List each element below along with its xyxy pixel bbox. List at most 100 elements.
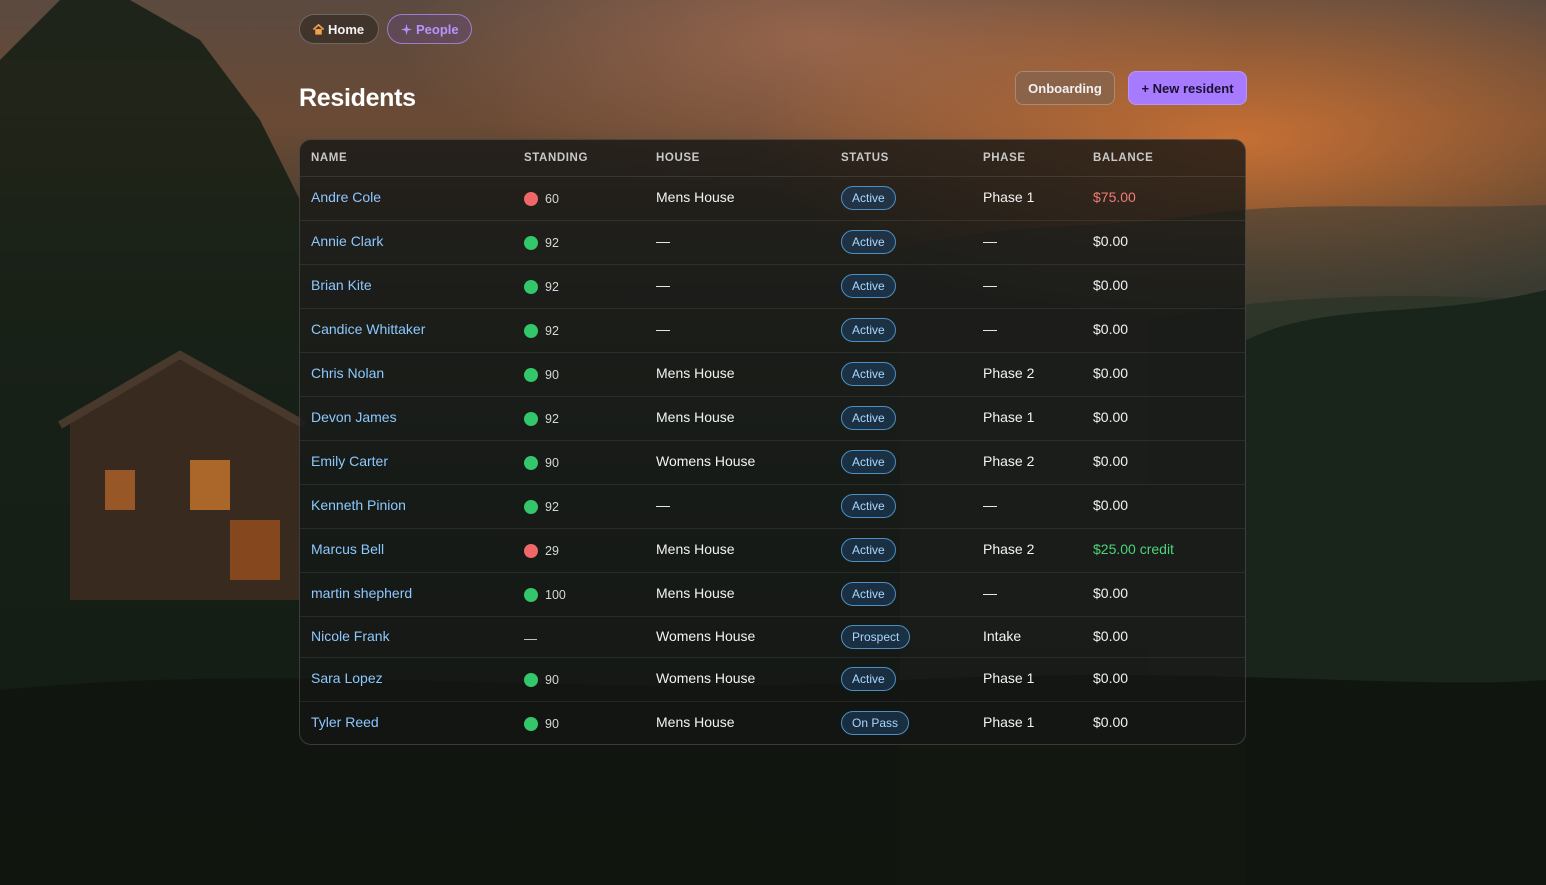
standing-status-dot <box>524 588 538 602</box>
standing-cell: 90 <box>524 456 559 470</box>
balance-cell: $0.00 <box>1093 714 1129 730</box>
phase-cell: Phase 2 <box>983 541 1035 557</box>
column-header-status[interactable]: STATUS <box>841 152 889 164</box>
status-cell: Active <box>841 406 896 430</box>
page-title: Residents <box>299 84 416 112</box>
status-cell: Active <box>841 582 896 606</box>
balance-cell: $25.00 credit <box>1093 541 1174 557</box>
balance-cell: $0.00 <box>1093 321 1129 337</box>
table-row: Chris Nolan 90 Mens House Active Phase 2 $0.0… <box>300 352 1245 397</box>
standing-score: 92 <box>545 280 559 294</box>
standing-score: 92 <box>545 236 559 250</box>
resident-name-link[interactable]: Andre Cole <box>311 189 382 205</box>
standing-cell: 60 <box>524 192 559 206</box>
nav-people-pill[interactable]: People <box>387 14 472 44</box>
resident-name-link[interactable]: Chris Nolan <box>311 365 385 381</box>
table-row: Andre Cole 60 Mens House Active Phase 1 $75.0… <box>300 176 1245 221</box>
column-header-standing[interactable]: STANDING <box>524 152 589 164</box>
standing-score: 90 <box>545 456 559 470</box>
house-cell: Womens House <box>656 670 756 686</box>
resident-name-link[interactable]: Marcus Bell <box>311 541 385 557</box>
standing-cell: 92 <box>524 236 559 250</box>
standing-status-dot <box>524 192 538 206</box>
new-resident-button[interactable]: + New resident <box>1128 71 1247 105</box>
standing-score: 92 <box>545 324 559 338</box>
status-cell: On Pass <box>841 711 910 735</box>
status-cell: Prospect <box>841 625 911 649</box>
table-row: Kenneth Pinion 92 — Active — $0.00 <box>300 484 1245 529</box>
status-cell: Active <box>841 186 896 210</box>
phase-cell: — <box>983 321 997 337</box>
house-cell: Mens House <box>656 585 735 601</box>
house-cell: Mens House <box>656 409 735 425</box>
status-cell: Active <box>841 230 896 254</box>
table-row: Brian Kite 92 — Active — $0.00 <box>300 264 1245 309</box>
resident-name-link[interactable]: martin shepherd <box>311 585 413 601</box>
status-badge: Active <box>841 667 896 691</box>
resident-name-link[interactable]: Devon James <box>311 409 397 425</box>
standing-cell: 90 <box>524 673 559 687</box>
resident-name-link[interactable]: Nicole Frank <box>311 628 390 644</box>
phase-cell: — <box>983 585 997 601</box>
phase-cell: Phase 1 <box>983 189 1035 205</box>
standing-status-dot <box>524 500 538 514</box>
table-header: NAME STANDING HOUSE STATUS PHASE BALANCE <box>300 140 1245 177</box>
status-cell: Active <box>841 538 896 562</box>
onboarding-button[interactable]: Onboarding <box>1015 71 1115 105</box>
resident-name-link[interactable]: Tyler Reed <box>311 714 379 730</box>
table-row: Tyler Reed 90 Mens House On Pass Phase 1 $0.0… <box>300 701 1245 744</box>
standing-score: 29 <box>545 544 559 558</box>
status-badge: Active <box>841 362 896 386</box>
status-badge: Active <box>841 186 896 210</box>
house-cell: Womens House <box>656 628 756 644</box>
table-row: Annie Clark 92 — Active — $0.00 <box>300 220 1245 265</box>
home-icon <box>312 23 325 36</box>
status-badge: Active <box>841 406 896 430</box>
status-badge: On Pass <box>841 711 910 735</box>
standing-status-dot <box>524 412 538 426</box>
resident-name-link[interactable]: Candice Whittaker <box>311 321 426 337</box>
phase-cell: Intake <box>983 628 1022 644</box>
residents-table: NAME STANDING HOUSE STATUS PHASE BALANCE… <box>299 139 1246 745</box>
house-cell: — <box>656 277 670 293</box>
standing-cell: 92 <box>524 324 559 338</box>
standing-status-dot <box>524 280 538 294</box>
nav-people-label: People <box>416 21 459 37</box>
standing-cell: 29 <box>524 544 559 558</box>
status-badge: Active <box>841 450 896 474</box>
standing-score: 60 <box>545 192 559 206</box>
status-cell: Active <box>841 274 896 298</box>
status-badge: Active <box>841 274 896 298</box>
status-badge: Active <box>841 582 896 606</box>
balance-cell: $0.00 <box>1093 628 1129 644</box>
column-header-name[interactable]: NAME <box>311 152 348 164</box>
house-cell: — <box>656 233 670 249</box>
column-header-house[interactable]: HOUSE <box>656 152 700 164</box>
table-row: martin shepherd 100 Mens House Active — $0.00 <box>300 572 1245 617</box>
standing-status-dot <box>524 544 538 558</box>
phase-cell: — <box>983 277 997 293</box>
resident-name-link[interactable]: Brian Kite <box>311 277 372 293</box>
status-badge: Active <box>841 494 896 518</box>
people-icon <box>400 23 413 36</box>
house-cell: Mens House <box>656 541 735 557</box>
balance-cell: $0.00 <box>1093 497 1129 513</box>
resident-name-link[interactable]: Kenneth Pinion <box>311 497 406 513</box>
resident-name-link[interactable]: Annie Clark <box>311 233 384 249</box>
nav-home-pill[interactable]: Home <box>299 14 379 44</box>
standing-score: 100 <box>545 588 566 602</box>
column-header-balance[interactable]: BALANCE <box>1093 152 1154 164</box>
table-row: Emily Carter 90 Womens House Active Phase 2 $… <box>300 440 1245 485</box>
resident-name-link[interactable]: Emily Carter <box>311 453 389 469</box>
balance-cell: $0.00 <box>1093 409 1129 425</box>
standing-score: 92 <box>545 412 559 426</box>
column-header-phase[interactable]: PHASE <box>983 152 1026 164</box>
phase-cell: Phase 2 <box>983 365 1035 381</box>
nav-home-label: Home <box>328 21 365 37</box>
phase-cell: Phase 1 <box>983 714 1035 730</box>
standing-status-dot <box>524 673 538 687</box>
status-cell: Active <box>841 318 896 342</box>
standing-status-dot <box>524 717 538 731</box>
resident-name-link[interactable]: Sara Lopez <box>311 670 383 686</box>
phase-cell: Phase 1 <box>983 670 1035 686</box>
